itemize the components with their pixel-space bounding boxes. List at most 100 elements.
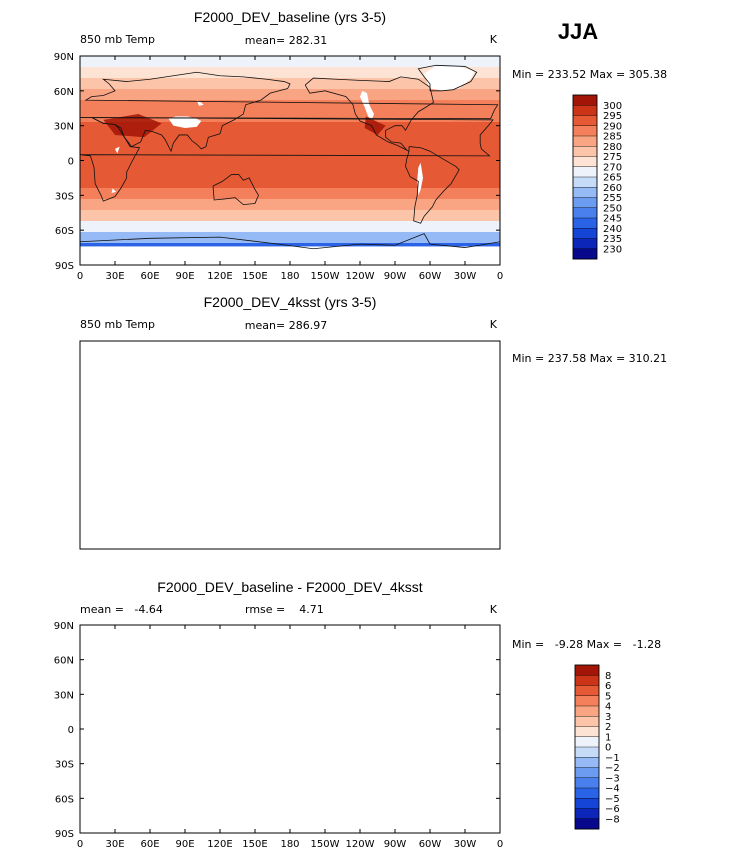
colorbar-label: 5 (605, 691, 611, 702)
field-patch (103, 114, 162, 138)
x-tick-label: 150E (242, 271, 267, 282)
y-tick-label: 30N (54, 122, 74, 133)
field-band (80, 636, 500, 648)
field-band (80, 89, 500, 101)
terrain-mask (417, 162, 423, 196)
x-tick-label: 0 (77, 839, 83, 850)
colorbar-label: 235 (603, 234, 622, 245)
colorbar-swatch (574, 798, 600, 810)
x-tick-label: 180 (280, 839, 299, 850)
x-tick-label: 0 (77, 271, 83, 282)
colorbar-label: 2 (605, 722, 611, 733)
map-axes: 0 30E 60E 90E 120E 150E 180 150W 120W 90W 60W 30W 09… (54, 621, 503, 850)
coastline (406, 715, 460, 791)
minmax-label: Min = 233.52 Max = 305.38 (512, 68, 667, 81)
map-frame (79, 624, 501, 834)
field-label: 850 mb Temp (80, 33, 155, 46)
terrain-mask (168, 116, 202, 128)
panel-title: F2000_DEV_4ksst (yrs 3-5) (204, 294, 377, 310)
colorbar-label: 270 (603, 162, 622, 173)
colorbar-swatch (574, 808, 600, 820)
panel-baseline: F2000_DEV_baseline (yrs 3-5) 850 mb Temp… (54, 9, 667, 282)
x-tick-label: 30E (105, 839, 124, 850)
colorbar-label: −1 (605, 753, 620, 764)
colorbar-swatch (572, 228, 598, 240)
colorbar-label: 250 (603, 203, 622, 214)
x-tick-label: 30W (454, 839, 477, 850)
field-band (80, 756, 500, 768)
x-tick-label: 60W (419, 271, 442, 282)
panel-4ksst: F2000_DEV_4ksst (yrs 3-5) 850 mb Temp me… (54, 294, 667, 850)
coastline (417, 64, 478, 92)
colorbar-label: 260 (603, 183, 622, 194)
field-band (80, 778, 500, 790)
field-band (80, 67, 500, 79)
y-tick-label: 30N (54, 690, 74, 701)
field-patch (348, 706, 430, 729)
x-tick-label: 60E (140, 271, 159, 282)
field-band (80, 111, 500, 123)
field-band (80, 210, 500, 222)
x-tick-label: 90E (175, 839, 194, 850)
field-band (80, 232, 500, 244)
y-tick-label: 90S (55, 261, 74, 272)
y-tick-label: 90N (54, 621, 74, 632)
coastline (212, 174, 259, 206)
x-tick-label: 180 (280, 271, 299, 282)
colorbar-label: 290 (603, 121, 622, 132)
y-tick-label: 90S (55, 829, 74, 840)
colorbar-swatch (574, 746, 600, 758)
terrain-mask (197, 669, 204, 675)
colorbar-swatch (574, 777, 600, 789)
coastline (213, 743, 259, 773)
field-band (80, 221, 500, 233)
x-tick-label: 150W (311, 839, 340, 850)
y-tick-label: 60N (54, 87, 74, 98)
field-band (80, 811, 500, 823)
colorbar-label: 0 (605, 743, 611, 754)
colorbar-swatch (572, 248, 598, 260)
colorbar-label: 230 (603, 244, 622, 255)
field-patch (364, 116, 386, 135)
colorbar-label: −3 (605, 773, 620, 784)
units-label: K (490, 603, 498, 616)
field-band (80, 122, 500, 134)
terrain-mask (424, 635, 474, 659)
x-tick-label: 150E (242, 839, 267, 850)
x-tick-label: 0 (497, 839, 503, 850)
colorbar-swatch (574, 685, 600, 697)
colorbar-swatch (572, 135, 598, 147)
x-tick-label: 60W (419, 839, 442, 850)
colorbar-label: 4 (605, 702, 611, 713)
field-band (80, 144, 500, 156)
field-band (80, 767, 500, 779)
colorbar-swatch (572, 176, 598, 188)
terrain-mask (115, 146, 120, 154)
colorbar-swatch (572, 105, 598, 117)
x-tick-label: 150W (311, 271, 340, 282)
colorbar-swatch (572, 115, 598, 127)
colorbar-swatch (574, 818, 600, 830)
colorbar-label: 265 (603, 173, 622, 184)
y-tick-label: 0 (68, 725, 74, 736)
field-band (80, 658, 500, 670)
coastline (80, 802, 500, 817)
x-tick-label: 120W (346, 271, 375, 282)
minmax-label: Min = -9.28 Max = -1.28 (512, 638, 661, 651)
colorbar-label: 280 (603, 142, 622, 153)
field-band (80, 177, 500, 189)
colorbar-swatch (572, 238, 598, 250)
y-tick-label: 90N (54, 52, 74, 63)
colorbar-swatch (572, 207, 598, 219)
season-label: JJA (558, 19, 598, 44)
x-tick-label: 120E (207, 271, 232, 282)
y-tick-label: 30S (55, 760, 74, 771)
colorbar-label: −8 (605, 814, 620, 825)
colorbar-frame (572, 94, 598, 260)
colorbar-label: 285 (603, 132, 622, 143)
units-label: K (490, 318, 498, 331)
terrain-mask (115, 715, 120, 722)
colorbar-label: −2 (605, 763, 620, 774)
map-axes: 0 30E 60E 90E 120E 150E 180 150W 120W 90W 60W 30W 09… (54, 52, 503, 282)
colorbar-label: 275 (603, 152, 622, 163)
